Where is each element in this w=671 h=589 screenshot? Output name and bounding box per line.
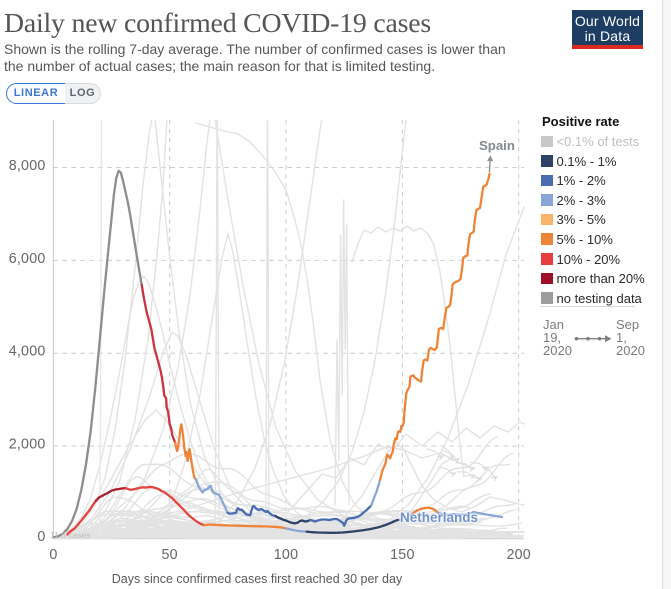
svg-text:0: 0 [37, 529, 45, 545]
svg-text:0: 0 [49, 547, 57, 563]
svg-text:50: 50 [162, 547, 178, 563]
svg-text:4,000: 4,000 [9, 344, 46, 360]
svg-text:100: 100 [274, 547, 298, 563]
svg-text:150: 150 [390, 547, 414, 563]
svg-text:6,000: 6,000 [9, 251, 46, 267]
svg-text:2,000: 2,000 [9, 437, 46, 453]
svg-text:8,000: 8,000 [9, 158, 46, 174]
svg-text:200: 200 [506, 547, 530, 563]
